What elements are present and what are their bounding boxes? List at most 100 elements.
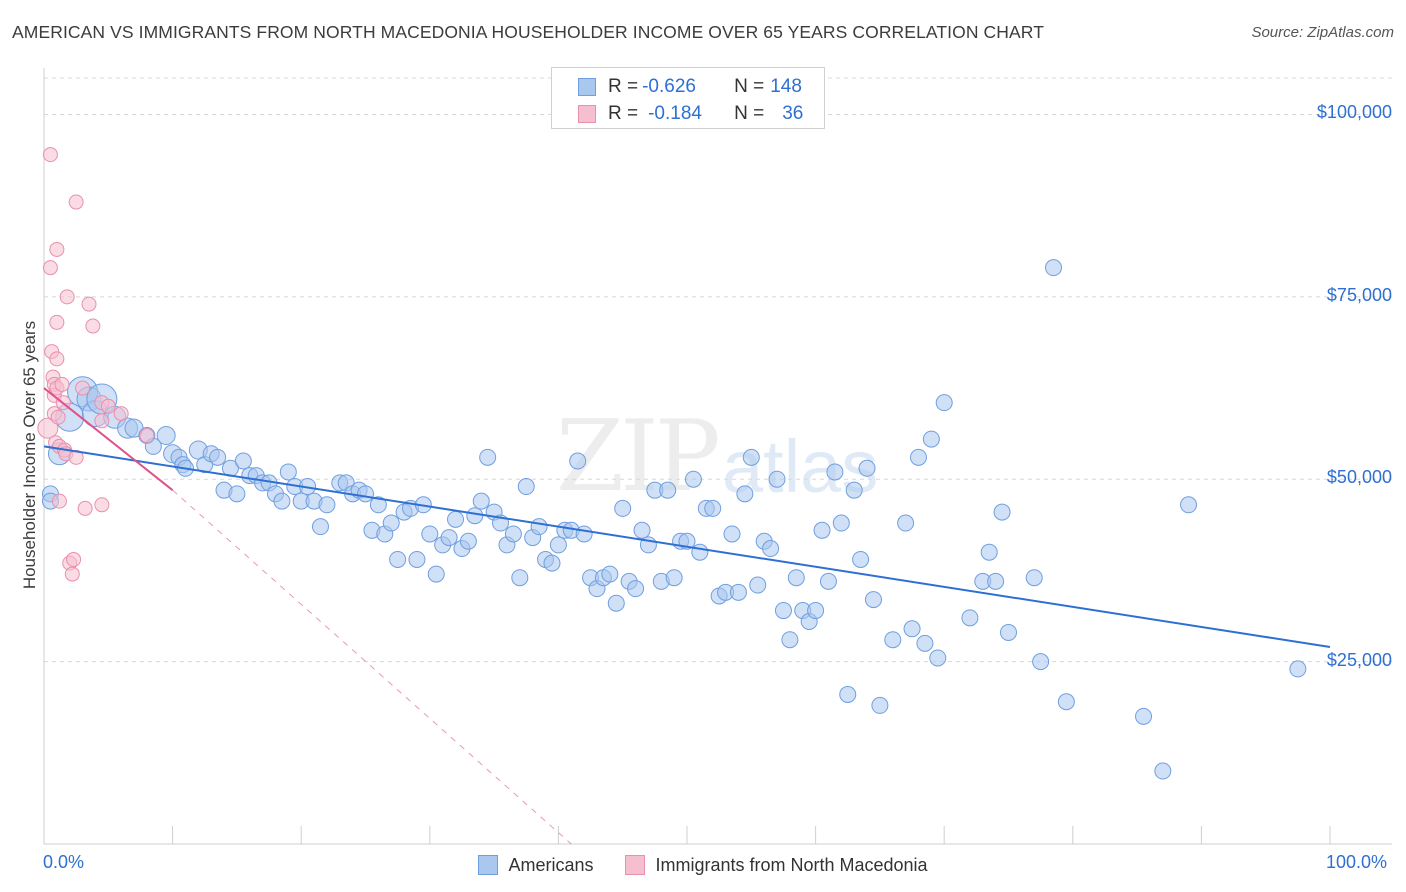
americans-point: [723, 525, 741, 543]
americans-point: [768, 470, 786, 488]
y-tick-label: $75,000: [1326, 284, 1392, 305]
americans-point: [665, 569, 683, 587]
americans-point: [427, 565, 445, 583]
americans-trendline: [43, 445, 1331, 649]
americans-point: [627, 580, 645, 598]
immigrants-point: [59, 289, 75, 305]
americans-point: [659, 481, 677, 499]
americans-point: [228, 485, 246, 503]
legend-row-americans: R = -0.626 N = 148: [552, 73, 802, 101]
americans-point: [787, 569, 805, 587]
americans-point: [897, 514, 915, 532]
immigrants-point: [94, 497, 110, 513]
legend-n-value: 36: [782, 103, 804, 124]
americans-point: [614, 499, 632, 517]
series-legend: Americans Immigrants from North Macedoni…: [0, 852, 1406, 878]
immigrants-point: [100, 398, 116, 414]
americans-point: [1032, 653, 1050, 671]
americans-point: [864, 591, 882, 609]
americans-point: [845, 481, 863, 499]
americans-point: [156, 425, 176, 445]
americans-point: [961, 609, 979, 627]
americans-point: [832, 514, 850, 532]
americans-point: [389, 550, 407, 568]
legend-item-immigrants[interactable]: Immigrants from North Macedonia: [625, 855, 928, 876]
americans-point: [530, 518, 548, 536]
immigrants-trendline-extension: [172, 489, 572, 845]
americans-swatch: [478, 855, 499, 875]
immigrants-point: [37, 417, 59, 439]
americans-point: [479, 448, 497, 466]
americans-point: [909, 448, 927, 466]
americans-point: [1045, 259, 1063, 277]
americans-point: [684, 470, 702, 488]
americans-point: [980, 543, 998, 561]
americans-swatch: [578, 78, 596, 96]
legend-n-value: 148: [770, 76, 802, 97]
americans-point: [311, 518, 329, 536]
legend-r-label: R =: [608, 103, 639, 124]
immigrants-point: [77, 500, 93, 516]
immigrants-swatch: [625, 855, 646, 875]
americans-point: [884, 631, 902, 649]
americans-point: [517, 478, 535, 496]
americans-point: [209, 448, 227, 466]
immigrants-point: [66, 551, 82, 567]
americans-point: [1135, 707, 1153, 725]
americans-point: [440, 529, 458, 547]
chart-source: Source: ZipAtlas.com: [1251, 24, 1394, 41]
americans-point: [279, 463, 297, 481]
americans-point: [749, 576, 767, 594]
americans-point: [871, 696, 889, 714]
americans-point: [601, 565, 619, 583]
americans-point: [807, 602, 825, 620]
immigrants-point: [49, 351, 65, 367]
legend-n-label: N =: [734, 103, 765, 124]
americans-point: [234, 452, 252, 470]
trend-layer: [43, 387, 1331, 845]
americans-point: [318, 496, 336, 514]
americans-points: [41, 259, 1307, 780]
immigrants-point: [75, 380, 91, 396]
chart-title: AMERICAN VS IMMIGRANTS FROM NORTH MACEDO…: [12, 22, 1044, 42]
immigrants-point: [51, 493, 67, 509]
immigrants-points: [37, 147, 155, 582]
x-tick-label-max: 100.0%: [1326, 852, 1388, 872]
americans-point: [408, 550, 426, 568]
americans-point: [543, 554, 561, 572]
immigrants-point: [94, 413, 110, 429]
legend-item-americans[interactable]: Americans: [478, 855, 593, 876]
legend-n-label: N =: [734, 76, 765, 97]
americans-point: [1289, 660, 1307, 678]
axis-layer: [43, 68, 1392, 845]
immigrants-point: [42, 260, 58, 276]
americans-point: [504, 525, 522, 543]
americans-point: [369, 496, 387, 514]
immigrants-point: [50, 409, 66, 425]
y-tick-label: $100,000: [1316, 102, 1392, 123]
americans-point: [729, 583, 747, 601]
immigrants-point: [68, 194, 84, 210]
americans-point: [852, 550, 870, 568]
immigrants-point: [49, 241, 65, 257]
americans-point: [459, 532, 477, 550]
immigrants-point: [139, 427, 155, 443]
correlation-legend: R = -0.626 N = 148 R = -0.184 N = 36: [551, 67, 825, 129]
x-tick-label-min: 0.0%: [43, 852, 85, 872]
americans-point: [903, 620, 921, 638]
americans-point: [569, 452, 587, 470]
americans-point: [781, 631, 799, 649]
legend-r-value: -0.184: [648, 103, 702, 124]
americans-point: [839, 685, 857, 703]
americans-point: [916, 634, 934, 652]
americans-point: [607, 594, 625, 612]
americans-point: [819, 572, 837, 590]
grid-layer: [44, 77, 1392, 663]
americans-point: [511, 569, 529, 587]
immigrants-trendline: [43, 387, 174, 491]
immigrants-point: [42, 147, 58, 163]
americans-point: [691, 543, 709, 561]
americans-point: [633, 521, 651, 539]
americans-point: [922, 430, 940, 448]
